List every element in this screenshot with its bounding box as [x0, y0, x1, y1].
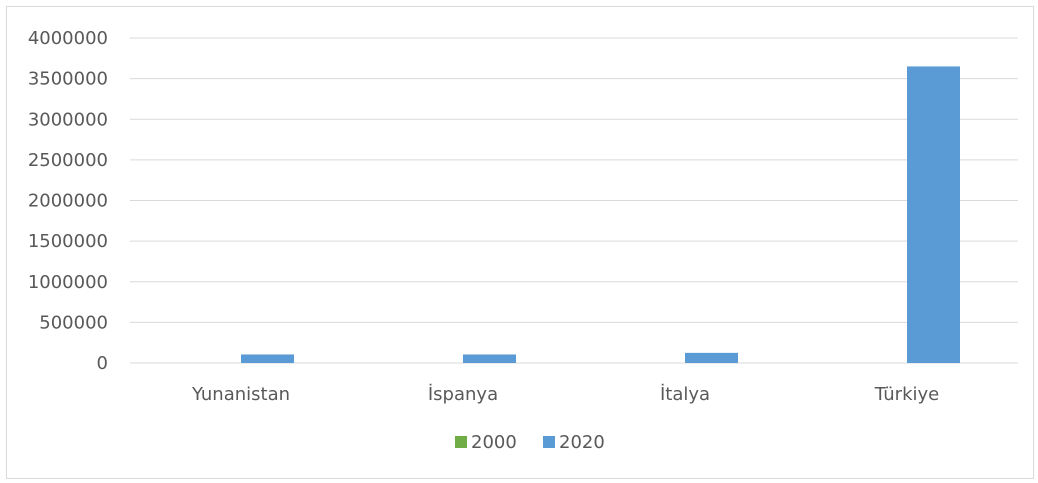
bar-2020-3: [907, 66, 960, 363]
bar-2020-0: [241, 354, 294, 363]
y-tick-label: 3500000: [28, 69, 108, 90]
legend-label-2020: 2020: [559, 432, 605, 453]
y-tick-label: 2000000: [28, 191, 108, 212]
y-tick-label: 3000000: [28, 109, 108, 130]
y-tick-label: 4000000: [28, 28, 108, 49]
y-tick-label: 0: [97, 353, 108, 374]
x-category-label: İtalya: [660, 384, 710, 405]
y-tick-label: 1500000: [28, 231, 108, 252]
x-category-label: İspanya: [428, 384, 498, 405]
legend-swatch-2020: [543, 436, 555, 448]
gridlines: [130, 37, 1018, 364]
x-category-label: Türkiye: [874, 384, 940, 405]
x-axis-categories: Yunanistan İspanya İtalya Türkiye: [191, 384, 939, 405]
legend-label-2000: 2000: [471, 432, 517, 453]
chart-frame: [6, 6, 1034, 479]
legend-swatch-2000: [455, 436, 467, 448]
y-axis-ticks: 0 500000 1000000 1500000 2000000 2500000 30000…: [28, 28, 108, 374]
y-tick-label: 2500000: [28, 150, 108, 171]
bar-2020-2: [685, 352, 738, 363]
x-category-label: Yunanistan: [191, 384, 290, 405]
bars: [241, 66, 960, 363]
y-tick-label: 500000: [39, 312, 108, 333]
y-tick-label: 1000000: [28, 272, 108, 293]
bar-2020-1: [463, 354, 516, 363]
legend: 2000 2020: [455, 432, 605, 453]
